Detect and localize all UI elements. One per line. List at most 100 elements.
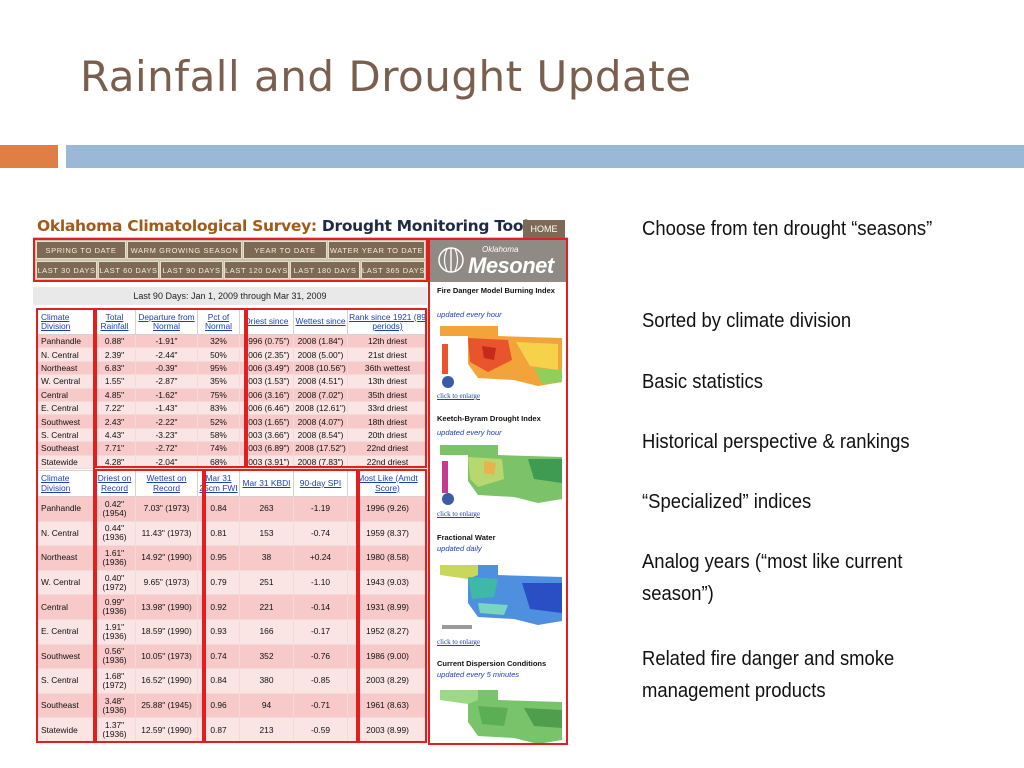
table-cell: 1996 (9.26) xyxy=(347,496,428,522)
season-tabs: SPRING TO DATE WARM GROWING SEASON YEAR … xyxy=(33,238,427,282)
product-subtitle: updated every hour xyxy=(437,310,502,319)
table-cell: 35th driest xyxy=(347,387,428,402)
table-cell: -2.72" xyxy=(135,441,198,456)
highlight-indices xyxy=(204,469,358,743)
table-cell: -1.91" xyxy=(135,333,198,349)
product-title: Fire Danger Model Burning Index xyxy=(437,286,555,295)
table-cell: 68% xyxy=(197,454,240,469)
tab-water-year-to-date[interactable]: WATER YEAR TO DATE xyxy=(328,241,425,259)
kbdi-map[interactable] xyxy=(438,439,566,509)
product-title: Fractional Water xyxy=(437,533,496,542)
table-cell: -0.71 xyxy=(293,692,348,719)
col-header[interactable]: Most Like (Amdt Score) xyxy=(347,470,428,497)
table-cell: 2003 (1.53") xyxy=(239,374,294,389)
table-cell: -1.19 xyxy=(293,496,348,522)
mesonet-logo[interactable]: Oklahoma Mesonet xyxy=(430,238,568,282)
table-cell: -0.59 xyxy=(293,717,348,743)
table-cell: 1996 (0.75") xyxy=(239,333,294,349)
col-header[interactable]: Total Rainfall xyxy=(93,309,136,335)
division-cell: Panhandle xyxy=(37,496,94,522)
table-cell: -0.17 xyxy=(293,618,348,645)
table-row: Statewide 4.28" -2.04" 68% 2003 (3.91") 2008 … xyxy=(37,454,428,469)
col-header[interactable]: Mar 31 KBDI xyxy=(239,470,294,497)
table-row: Central 4.85" -1.62" 75% 2006 (3.16") 2008 (7… xyxy=(37,387,428,402)
tab-warm-growing-season[interactable]: WARM GROWING SEASON xyxy=(127,241,242,259)
table-cell: 153 xyxy=(239,520,294,547)
tab-year-to-date[interactable]: YEAR TO DATE xyxy=(243,241,327,259)
col-header[interactable]: Wettest on Record xyxy=(135,470,198,497)
fire-danger-map[interactable] xyxy=(438,320,566,392)
table-cell: 12.59" (1990) xyxy=(135,717,198,743)
table-cell: 20th driest xyxy=(347,427,428,443)
division-cell: Panhandle xyxy=(37,333,94,349)
slide-title: Rainfall and Drought Update xyxy=(80,52,692,101)
enlarge-link[interactable]: click to enlarge xyxy=(437,510,481,518)
enlarge-link[interactable]: click to enlarge xyxy=(437,638,481,646)
bullet-history: Historical perspective & rankings xyxy=(642,430,910,453)
table-cell: 38 xyxy=(239,545,294,571)
table-cell: 2.43" xyxy=(93,414,136,429)
enlarge-link[interactable]: click to enlarge xyxy=(437,392,481,400)
table-row: N. Central 2.39" -2.44" 50% 2006 (2.35") 2008… xyxy=(37,347,428,362)
tab-last-180-days[interactable]: LAST 180 DAYS xyxy=(290,261,360,279)
dispersion-map[interactable] xyxy=(438,682,566,744)
division-cell: E. Central xyxy=(37,618,94,645)
highlight-products xyxy=(428,238,568,745)
table-cell: 0.99" (1936) xyxy=(93,594,136,620)
col-header[interactable]: Departure from Normal xyxy=(135,309,198,335)
table-row: Southwest 0.56" (1936) 10.05" (1973) 0.74 35… xyxy=(37,643,428,670)
tab-last-90-days[interactable]: LAST 90 DAYS xyxy=(160,261,223,279)
table-cell: -2.44" xyxy=(135,347,198,362)
table-cell: 213 xyxy=(239,717,294,743)
col-header[interactable]: Driest on Record xyxy=(93,470,136,497)
tab-last-30-days[interactable]: LAST 30 DAYS xyxy=(36,261,97,279)
table-cell: 13th driest xyxy=(347,374,428,389)
table-cell: -0.39" xyxy=(135,360,198,376)
table-cell: 21st driest xyxy=(347,347,428,362)
mesonet-tower-icon xyxy=(438,247,464,273)
table-cell: -0.14 xyxy=(293,594,348,620)
accent-bar-blue xyxy=(66,145,1024,168)
col-header[interactable]: 90-day SPI xyxy=(293,470,348,497)
fractional-water-map[interactable] xyxy=(438,555,566,637)
table-row: Southwest 2.43" -2.22" 52% 2003 (1.65") 2008 … xyxy=(37,414,428,429)
col-header[interactable]: Wettest since xyxy=(293,309,348,335)
table-cell: 1943 (9.03) xyxy=(347,569,428,596)
tab-last-60-days[interactable]: LAST 60 DAYS xyxy=(98,261,159,279)
table-cell: 22nd driest xyxy=(347,441,428,456)
table-cell: 1980 (8.58) xyxy=(347,545,428,571)
table-row: Central 0.99" (1936) 13.98" (1990) 0.92 221-… xyxy=(37,594,428,620)
division-cell: Southeast xyxy=(37,441,94,456)
table-cell: 14.92" (1990) xyxy=(135,545,198,571)
product-subtitle: updated every hour xyxy=(437,428,502,437)
period-heading: Last 90 Days: Jan 1, 2009 through Mar 31… xyxy=(33,287,427,305)
table-cell: 1931 (8.99) xyxy=(347,594,428,620)
table-cell: 1986 (9.00) xyxy=(347,643,428,670)
table-cell: 352 xyxy=(239,643,294,670)
table-cell: -1.62" xyxy=(135,387,198,402)
tab-last-120-days[interactable]: LAST 120 DAYS xyxy=(224,261,289,279)
table-cell: 13.98" (1990) xyxy=(135,594,198,620)
table-cell: 2008 (4.07") xyxy=(293,414,348,429)
product-subtitle: updated daily xyxy=(437,544,482,553)
bullet-sorted: Sorted by climate division xyxy=(642,309,852,332)
division-cell: S. Central xyxy=(37,668,94,694)
table-cell: 2008 (1.84") xyxy=(293,333,348,349)
highlight-seasons xyxy=(33,238,428,282)
table-cell: -1.10 xyxy=(293,569,348,596)
highlight-basic-stats xyxy=(95,308,246,468)
tab-spring-to-date[interactable]: SPRING TO DATE xyxy=(36,241,126,259)
table-cell: 2003 (3.91") xyxy=(239,454,294,469)
col-header[interactable]: Climate Division xyxy=(37,470,94,497)
table-cell: 221 xyxy=(239,594,294,620)
mesonet-logo-name: Mesonet xyxy=(468,253,554,278)
table-row: Northeast 1.61" (1936) 14.92" (1990) 0.95 38… xyxy=(37,545,428,571)
table-cell: 1.37" (1936) xyxy=(93,717,136,743)
table-cell: -2.04" xyxy=(135,454,198,469)
division-cell: Central xyxy=(37,594,94,620)
home-button[interactable]: HOME xyxy=(523,220,565,238)
table-cell: 16.52" (1990) xyxy=(135,668,198,694)
col-header[interactable]: Driest since xyxy=(239,309,294,335)
table-cell: 2008 (8.54") xyxy=(293,427,348,443)
tab-last-365-days[interactable]: LAST 365 DAYS xyxy=(361,261,425,279)
